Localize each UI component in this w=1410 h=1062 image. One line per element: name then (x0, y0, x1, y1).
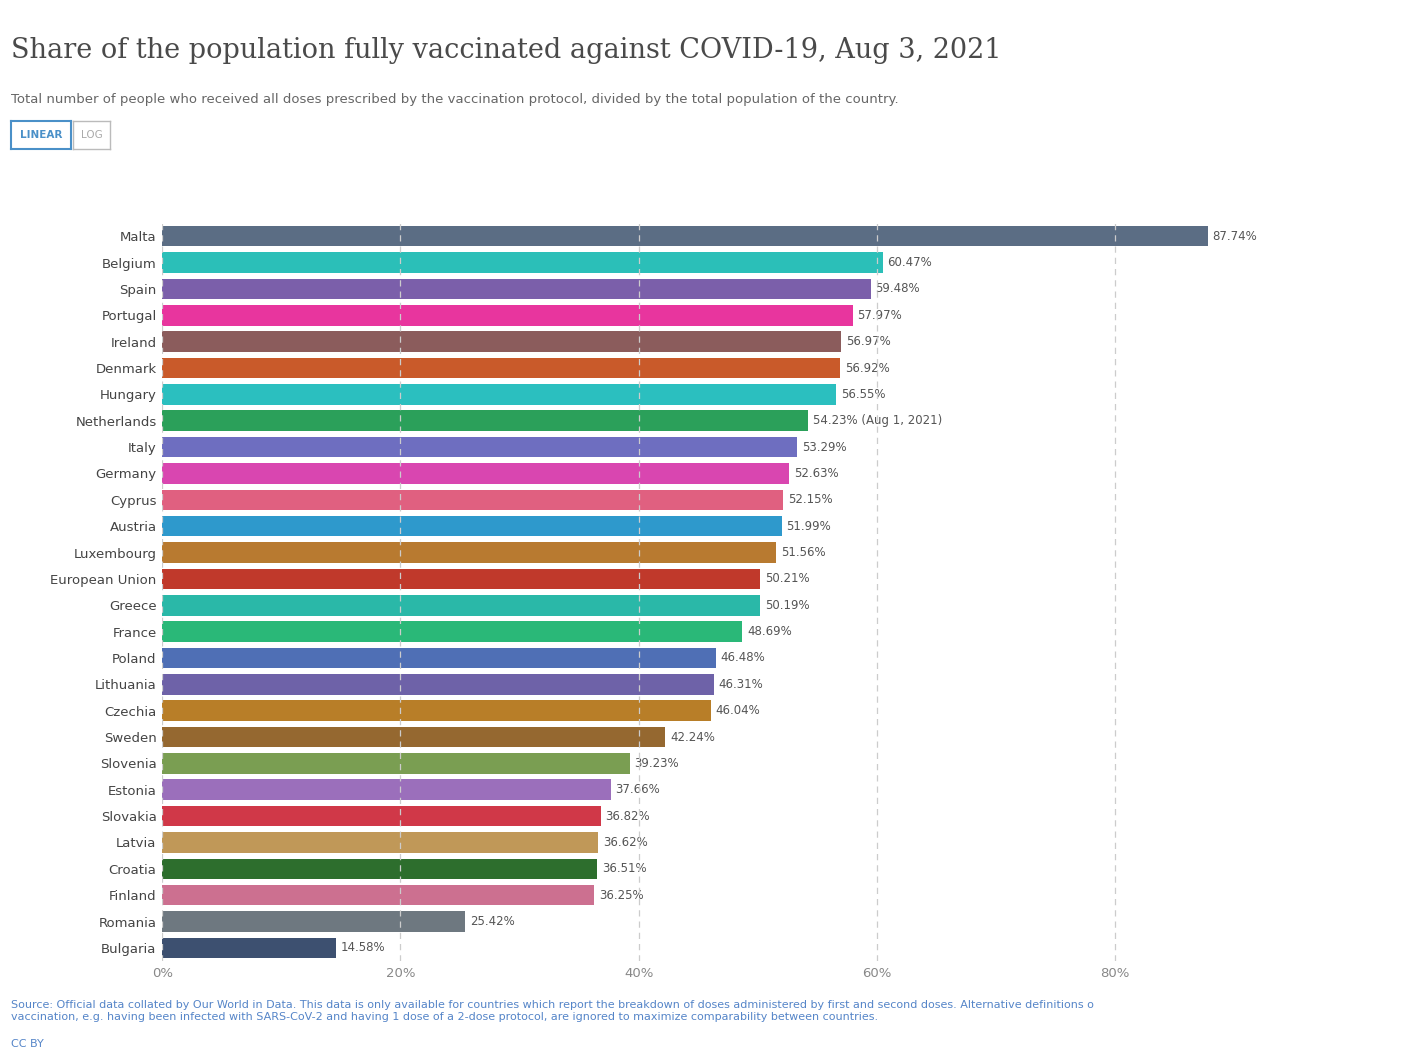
Text: 56.92%: 56.92% (845, 361, 890, 375)
Text: LOG: LOG (80, 130, 103, 140)
Text: 50.21%: 50.21% (766, 572, 809, 585)
Text: 36.82%: 36.82% (606, 809, 650, 823)
Bar (162, 621, 742, 641)
Bar (162, 833, 598, 853)
Text: Share of the population fully vaccinated against COVID-19, Aug 3, 2021: Share of the population fully vaccinated… (11, 37, 1001, 64)
Text: 25.42%: 25.42% (470, 915, 515, 928)
Text: 59.48%: 59.48% (876, 282, 921, 295)
Bar (162, 885, 594, 906)
Bar (162, 305, 853, 326)
Text: 53.29%: 53.29% (802, 441, 846, 453)
Text: 46.31%: 46.31% (719, 678, 763, 690)
Text: 48.69%: 48.69% (747, 626, 792, 638)
Bar (162, 384, 836, 405)
Text: CC BY: CC BY (11, 1039, 44, 1048)
Bar (162, 278, 871, 299)
Bar (162, 490, 784, 510)
Bar (162, 595, 760, 616)
Bar (162, 516, 781, 536)
Bar (162, 358, 840, 378)
Text: 52.15%: 52.15% (788, 494, 833, 507)
Text: 46.48%: 46.48% (721, 651, 766, 665)
Text: 42.24%: 42.24% (670, 731, 715, 743)
Text: 46.04%: 46.04% (715, 704, 760, 717)
Text: 36.51%: 36.51% (602, 862, 647, 875)
Bar (162, 226, 1207, 246)
Text: 56.55%: 56.55% (840, 388, 885, 400)
Bar (162, 701, 711, 721)
Text: 57.97%: 57.97% (857, 309, 902, 322)
Bar (162, 753, 629, 774)
Bar (162, 938, 336, 958)
Bar (162, 568, 760, 589)
Bar (162, 780, 611, 800)
Bar (162, 253, 883, 273)
Text: 54.23% (Aug 1, 2021): 54.23% (Aug 1, 2021) (814, 414, 942, 427)
Bar (162, 911, 465, 931)
Text: 51.56%: 51.56% (781, 546, 826, 559)
Text: 39.23%: 39.23% (634, 757, 680, 770)
Text: 60.47%: 60.47% (887, 256, 932, 269)
Bar (162, 674, 713, 695)
Bar (162, 436, 797, 458)
Text: LINEAR: LINEAR (20, 130, 62, 140)
Bar (162, 410, 808, 431)
Bar (162, 463, 790, 483)
Text: Source: Official data collated by Our World in Data. This data is only available: Source: Official data collated by Our Wo… (11, 1000, 1094, 1022)
Text: Total number of people who received all doses prescribed by the vaccination prot: Total number of people who received all … (11, 93, 900, 106)
Bar (162, 858, 598, 879)
Text: 56.97%: 56.97% (846, 336, 891, 348)
Bar (162, 806, 601, 826)
Text: 14.58%: 14.58% (341, 941, 385, 955)
Text: 37.66%: 37.66% (616, 784, 660, 796)
Text: 36.62%: 36.62% (603, 836, 649, 849)
Text: 52.63%: 52.63% (794, 467, 839, 480)
Text: 36.25%: 36.25% (599, 889, 643, 902)
Bar (162, 331, 840, 352)
Bar (162, 648, 716, 668)
Text: 50.19%: 50.19% (764, 599, 809, 612)
Bar (162, 543, 777, 563)
Text: 87.74%: 87.74% (1213, 229, 1258, 243)
Text: 51.99%: 51.99% (787, 519, 830, 533)
Bar (162, 726, 666, 748)
